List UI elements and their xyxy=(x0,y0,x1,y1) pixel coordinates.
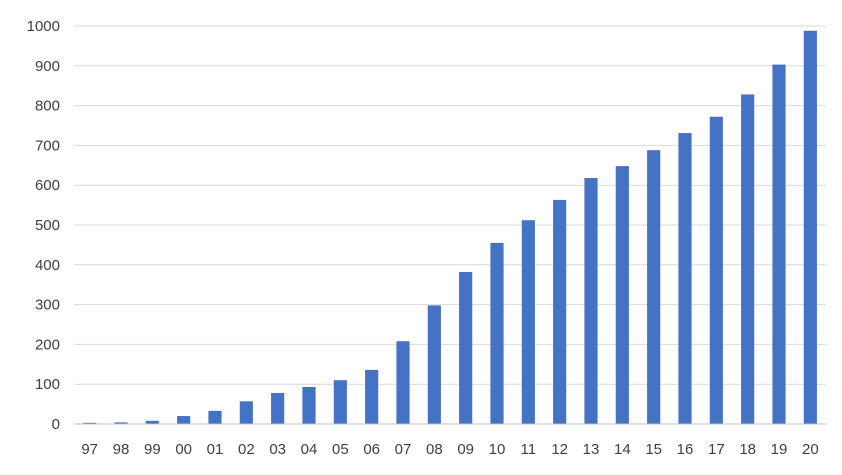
x-tick-label: 05 xyxy=(332,441,349,458)
y-tick-label: 200 xyxy=(35,336,60,353)
x-tick-label: 00 xyxy=(175,441,192,458)
bar-12 xyxy=(553,199,567,424)
x-tick-label: 16 xyxy=(677,441,694,458)
x-tick-label: 99 xyxy=(144,441,161,458)
bar-19 xyxy=(772,64,786,424)
bar-09 xyxy=(459,271,473,424)
x-tick-label: 11 xyxy=(521,441,537,458)
y-tick-label: 800 xyxy=(35,98,60,115)
x-tick-label: 97 xyxy=(81,441,98,458)
bar-07 xyxy=(396,341,410,424)
x-tick-label: 10 xyxy=(489,441,506,458)
x-tick-label: 98 xyxy=(113,441,130,458)
x-tick-label: 03 xyxy=(269,441,286,458)
x-tick-label: 07 xyxy=(395,441,412,458)
bar-11 xyxy=(521,220,535,424)
x-tick-label: 20 xyxy=(802,441,819,458)
y-tick-label: 700 xyxy=(35,137,60,154)
bar-08 xyxy=(427,305,441,424)
bar-02 xyxy=(239,401,253,424)
x-tick-label: 01 xyxy=(207,441,224,458)
x-axis-tick-labels: 97 98 99 00 01 02 03 04 05 06 07 08 09 10 11 12 13 14 15 16… xyxy=(81,441,818,458)
bar-03 xyxy=(271,392,285,424)
bar-20 xyxy=(803,30,817,424)
y-axis-tick-labels: 0 100 200 300 400 500 600 700 800 900 1000 xyxy=(27,18,60,433)
x-tick-label: 09 xyxy=(457,441,474,458)
bar-00 xyxy=(177,416,191,424)
gridlines xyxy=(74,25,826,385)
bar-01 xyxy=(208,410,222,424)
bars xyxy=(83,30,817,425)
bar-18 xyxy=(741,94,755,425)
bar-97 xyxy=(83,422,97,424)
x-tick-label: 13 xyxy=(583,441,600,458)
bar-04 xyxy=(302,386,316,424)
x-tick-label: 14 xyxy=(614,441,631,458)
x-tick-label: 12 xyxy=(551,441,568,458)
x-tick-label: 08 xyxy=(426,441,443,458)
bar-13 xyxy=(584,178,598,424)
y-tick-label: 0 xyxy=(52,416,60,433)
x-tick-label: 06 xyxy=(363,441,380,458)
x-tick-label: 15 xyxy=(645,441,662,458)
x-tick-label: 02 xyxy=(238,441,255,458)
bar-99 xyxy=(145,420,159,424)
y-tick-label: 100 xyxy=(35,376,60,393)
bar-98 xyxy=(114,422,128,424)
bar-16 xyxy=(678,133,692,424)
bar-10 xyxy=(490,242,504,424)
y-tick-label: 300 xyxy=(35,297,60,314)
x-tick-label: 19 xyxy=(771,441,788,458)
x-tick-label: 17 xyxy=(708,441,725,458)
bar-14 xyxy=(615,166,629,424)
x-tick-label: 18 xyxy=(739,441,756,458)
y-tick-label: 900 xyxy=(35,58,60,75)
y-tick-label: 600 xyxy=(35,177,60,194)
bar-17 xyxy=(709,116,723,424)
bar-05 xyxy=(333,380,347,424)
y-tick-label: 400 xyxy=(35,257,60,274)
y-tick-label: 500 xyxy=(35,217,60,234)
x-tick-label: 04 xyxy=(301,441,318,458)
y-tick-label: 1000 xyxy=(27,18,60,35)
bar-06 xyxy=(365,369,379,424)
bar-15 xyxy=(647,150,661,424)
